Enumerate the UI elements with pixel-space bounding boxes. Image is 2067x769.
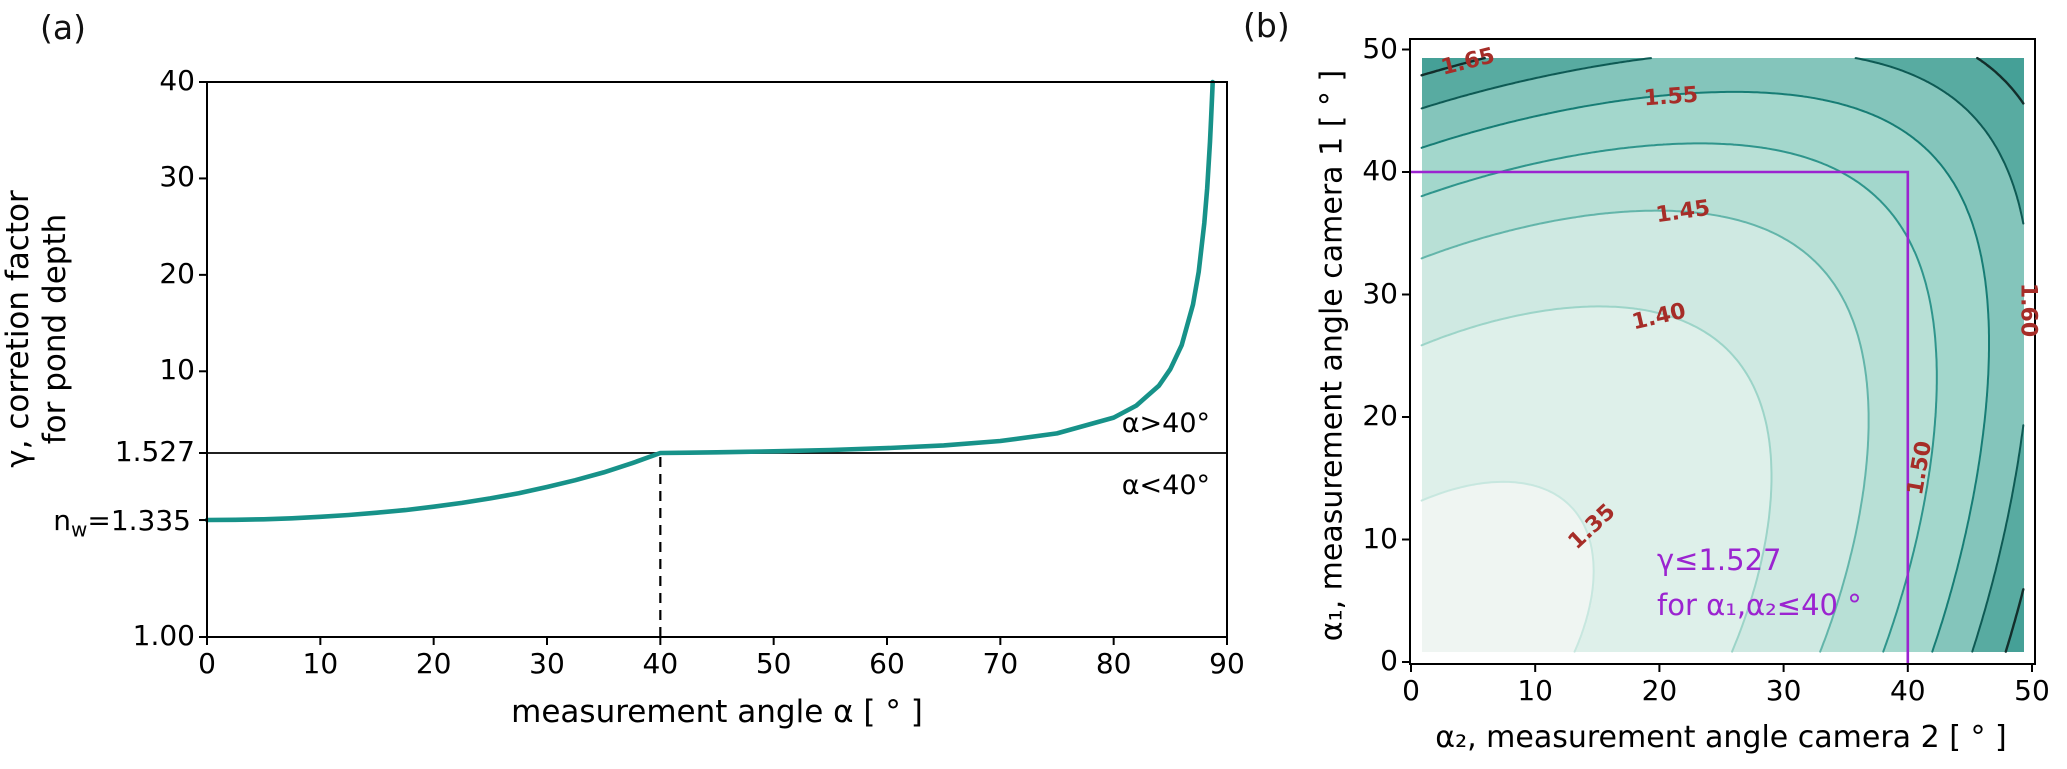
panel-a-x-tick-label: 40 bbox=[642, 647, 679, 680]
panel-b-y-tick-label: 50 bbox=[1362, 31, 1398, 65]
panel-b-y-axis-label: α₁, measurement angle camera 1 [ ° ] bbox=[1314, 69, 1350, 642]
nw-value: =1.335 bbox=[87, 504, 191, 537]
panel-a-x-tick-label: 30 bbox=[529, 647, 565, 680]
nw-subscript: w bbox=[71, 517, 88, 542]
panel-a-y-tick-label: 1.00 bbox=[132, 619, 195, 652]
panel-a-axes-box bbox=[206, 81, 1228, 638]
panel-a-y-axis-label-line1: γ, corretion factor bbox=[0, 190, 36, 468]
panel-b-x-tick-label: 40 bbox=[1889, 674, 1926, 707]
panel-b-x-tick-label: 50 bbox=[2014, 674, 2050, 707]
panel-b-x-axis-label: α₂, measurement angle camera 2 [ ° ] bbox=[1435, 720, 2007, 755]
panel-b-x-tick-label: 10 bbox=[1517, 674, 1553, 707]
panel-a-x-tick-label: 0 bbox=[198, 647, 216, 680]
y-tick-label-nw: nw=1.335 bbox=[53, 504, 191, 542]
panel-b-y-tick-label: 10 bbox=[1362, 521, 1398, 555]
panel-a-x-tick-label: 90 bbox=[1209, 647, 1245, 680]
contour-label-1.60: 1.60 bbox=[2015, 283, 2041, 338]
panel-a-tag: (a) bbox=[40, 8, 86, 47]
nw-prefix: n bbox=[53, 504, 72, 537]
panel-a-x-tick-label: 10 bbox=[302, 647, 339, 680]
panel-a-x-tick-label: 50 bbox=[755, 647, 792, 680]
panel-a-x-tick-label: 80 bbox=[1095, 647, 1132, 680]
annotation-alpha-greater-40: α>40° bbox=[1121, 408, 1210, 439]
panel-b-x-tick-label: 20 bbox=[1641, 674, 1678, 707]
constraint-annotation-line2: for α₁,α₂≤40 ° bbox=[1657, 588, 1862, 622]
annotation-alpha-less-40: α<40° bbox=[1121, 470, 1210, 501]
constraint-annotation-line1: γ≤1.527 bbox=[1657, 543, 1782, 577]
panel-b-x-tick-label: 30 bbox=[1765, 674, 1802, 707]
panel-a-x-tick-label: 70 bbox=[982, 647, 1019, 680]
constraint-annotation: γ≤1.527 for α₁,α₂≤40 ° bbox=[1657, 538, 1862, 628]
gamma-curve bbox=[204, 79, 1215, 523]
contour-label-1.55: 1.55 bbox=[1642, 82, 1699, 112]
panel-a-x-axis-label: measurement angle α [ ° ] bbox=[511, 694, 923, 730]
panel-b-y-tick-label: 30 bbox=[1362, 276, 1398, 310]
panel-b-y-tick-label: 40 bbox=[1362, 154, 1398, 187]
panel-a-y-tick-label: 10 bbox=[159, 353, 195, 387]
panel-a-y-tick-label: 30 bbox=[159, 160, 195, 194]
panel-b-tag: (b) bbox=[1243, 6, 1290, 45]
panel-a-y-tick-label: 20 bbox=[159, 256, 195, 290]
panel-b-y-tick-label: 0 bbox=[1380, 644, 1398, 677]
panel-a-y-tick-label: 1.527 bbox=[114, 435, 195, 468]
panel-a-y-tick-label: 40 bbox=[159, 64, 195, 97]
panel-a-x-tick-label: 20 bbox=[415, 647, 452, 680]
panel-b-y-tick-label: 20 bbox=[1362, 399, 1398, 432]
panel-a-x-tick-label: 60 bbox=[869, 647, 905, 680]
panel-b-x-tick-label: 0 bbox=[1402, 674, 1420, 707]
